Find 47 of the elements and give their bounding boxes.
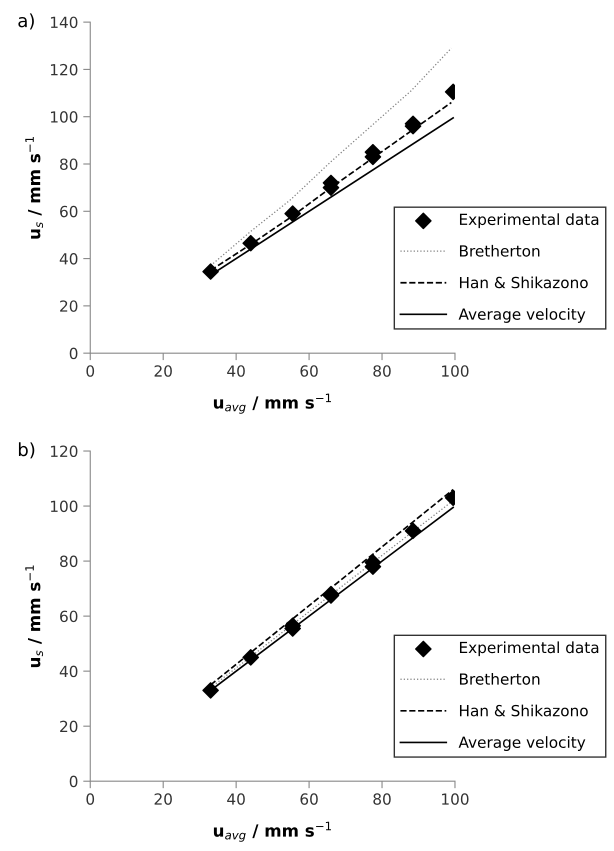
x-axis-title: u$_{avg}$ / mm s$^{−1}$ bbox=[214, 394, 331, 414]
y-axis-title: u$_{s}$ / mm s$^{−1}$ bbox=[25, 136, 44, 239]
point bbox=[284, 205, 301, 222]
y-tick-label: 0 bbox=[70, 776, 78, 788]
legend-label: Han & Shikazono bbox=[460, 276, 588, 288]
y-tick-label: 140 bbox=[50, 16, 78, 28]
point bbox=[202, 263, 219, 280]
y-tick-label: 40 bbox=[60, 666, 78, 678]
legend-label: Average velocity bbox=[458, 308, 586, 323]
y-tick-label: 100 bbox=[50, 500, 78, 512]
x-tick-label: 0 bbox=[86, 365, 94, 377]
point bbox=[202, 682, 219, 699]
y-tick-label: 100 bbox=[50, 111, 78, 123]
x-tick-label: 20 bbox=[154, 365, 172, 377]
x-tick-label: 80 bbox=[373, 793, 391, 805]
y-tick-label: 0 bbox=[70, 348, 78, 360]
y-tick-label: 20 bbox=[60, 300, 78, 312]
x-tick-label: 80 bbox=[373, 365, 391, 377]
chart-title: a) bbox=[18, 13, 34, 30]
legend-label: Experimental data bbox=[460, 213, 598, 228]
x-axis-title: u$_{avg}$ / mm s$^{−1}$ bbox=[214, 822, 331, 842]
y-tick-label: 60 bbox=[60, 610, 78, 622]
legend-label: Experimental data bbox=[460, 641, 598, 656]
x-tick-label: 40 bbox=[227, 793, 245, 805]
point bbox=[404, 522, 422, 540]
y-tick-label: 80 bbox=[60, 158, 78, 170]
y-tick-label: 120 bbox=[50, 64, 78, 76]
x-tick-label: 0 bbox=[86, 793, 94, 805]
x-tick-label: 60 bbox=[300, 365, 318, 377]
y-tick-label: 60 bbox=[60, 206, 78, 218]
legend-label: Bretherton bbox=[460, 244, 540, 257]
point bbox=[242, 649, 260, 666]
y-tick-label: 80 bbox=[60, 556, 78, 568]
y-tick-label: 40 bbox=[60, 253, 78, 265]
x-tick-label: 100 bbox=[442, 793, 469, 805]
x-tick-label: 20 bbox=[154, 793, 172, 805]
chart-title: b) bbox=[18, 442, 34, 458]
y-tick-label: 20 bbox=[60, 720, 78, 732]
legend-label: Bretherton bbox=[460, 672, 540, 685]
y-axis-title: u$_{s}$ / mm s$^{−1}$ bbox=[25, 565, 44, 668]
y-tick-label: 120 bbox=[50, 445, 78, 458]
x-tick-label: 60 bbox=[300, 793, 318, 805]
x-tick-label: 40 bbox=[227, 365, 245, 377]
legend-label: Han & Shikazono bbox=[460, 704, 588, 716]
point bbox=[242, 234, 260, 252]
x-tick-label: 100 bbox=[442, 365, 469, 377]
legend-label: Average velocity bbox=[458, 736, 586, 751]
